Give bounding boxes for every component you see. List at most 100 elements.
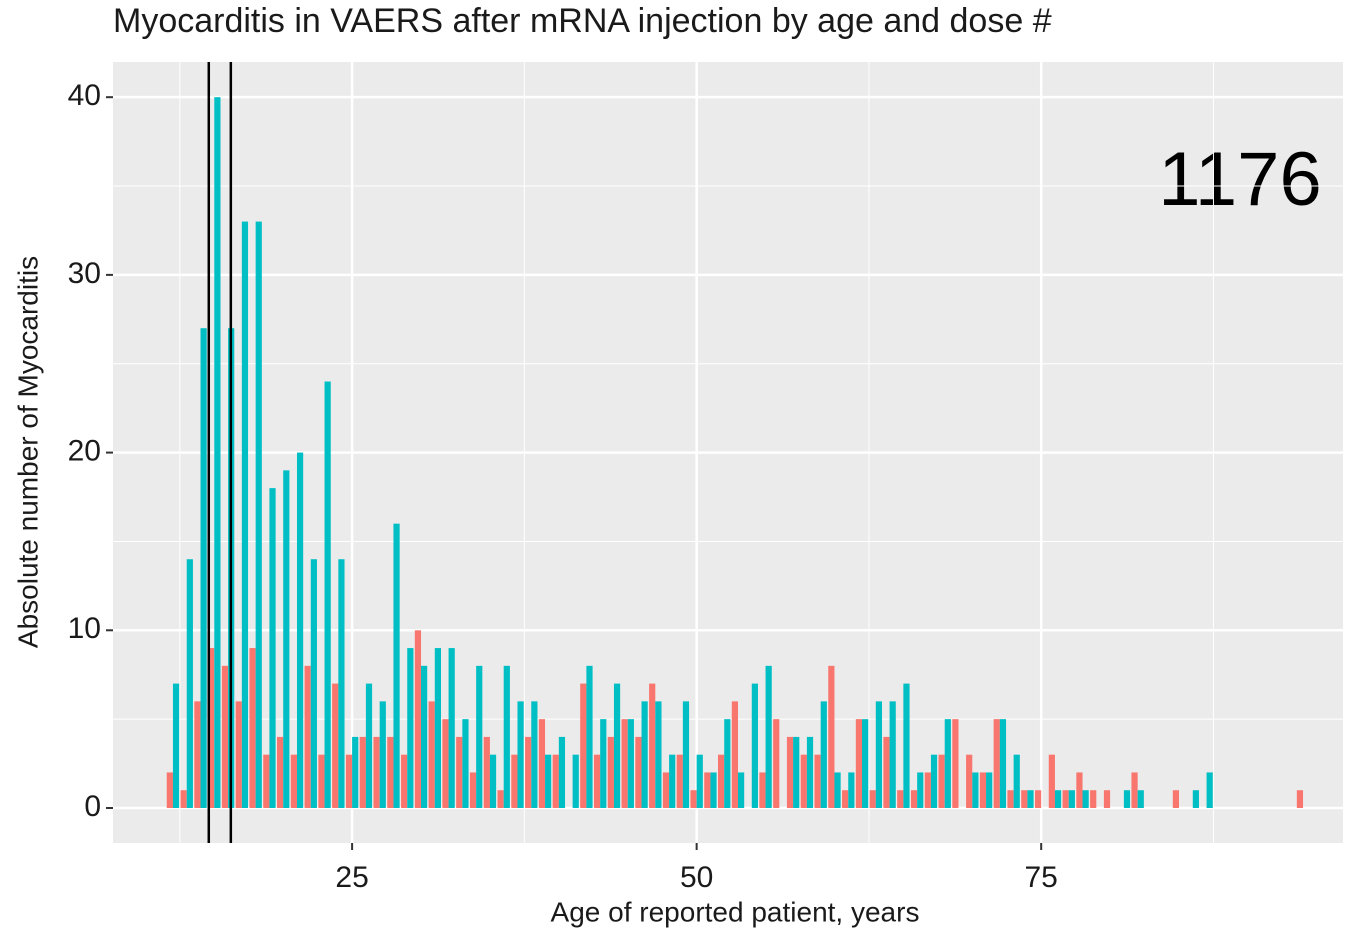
bar (875, 701, 883, 808)
bar (476, 665, 483, 808)
bar (1206, 772, 1213, 808)
bar (324, 381, 331, 808)
bar (883, 736, 890, 808)
bar (283, 470, 290, 808)
bar (828, 665, 835, 808)
bar (511, 754, 518, 808)
bar (1054, 790, 1062, 808)
bar (352, 736, 359, 808)
bar (214, 97, 221, 808)
bar (1034, 790, 1042, 808)
y-tick-label: 10 (68, 612, 101, 645)
bar (414, 630, 422, 808)
bar (986, 772, 993, 808)
bar (862, 719, 869, 808)
bar (786, 736, 794, 808)
bar (249, 648, 256, 808)
bar (186, 559, 193, 808)
bar (682, 701, 690, 808)
bar (1137, 790, 1144, 808)
bar (731, 701, 738, 808)
bar (296, 452, 304, 808)
bar (517, 701, 524, 808)
bar (1172, 790, 1179, 808)
bar (421, 665, 428, 808)
bar (586, 665, 593, 808)
bar (1013, 754, 1020, 808)
bar (241, 221, 249, 808)
bar (365, 683, 373, 808)
x-tick-label: 50 (680, 861, 713, 894)
bar (834, 772, 841, 808)
bar (525, 736, 532, 808)
bar (1021, 790, 1028, 808)
bar (538, 719, 546, 808)
bar (793, 736, 800, 808)
bar (462, 719, 469, 808)
bar (401, 754, 408, 808)
y-tick-label: 20 (68, 435, 101, 468)
bar (255, 221, 262, 808)
bar (1082, 790, 1089, 808)
bar (676, 754, 683, 808)
bar (627, 719, 634, 808)
bar (952, 719, 959, 808)
bar (428, 701, 435, 808)
bar (924, 772, 931, 808)
bar (545, 754, 552, 808)
bar (172, 683, 180, 808)
x-tick-label: 25 (335, 861, 368, 894)
bar (469, 772, 477, 808)
bar (820, 701, 827, 808)
y-axis-label: Absolute number of Myocarditis (12, 256, 43, 648)
bar (999, 719, 1007, 808)
bar (662, 772, 670, 808)
bar (310, 559, 317, 808)
bar (332, 683, 339, 808)
y-tick-label: 30 (68, 257, 101, 290)
bar (1103, 790, 1111, 808)
bar (221, 665, 229, 808)
x-tick-label: 75 (1024, 861, 1057, 894)
bar (690, 790, 697, 808)
bar (649, 683, 656, 808)
bar (359, 736, 366, 808)
bar (593, 754, 601, 808)
bar (208, 648, 215, 808)
bar (1068, 790, 1075, 808)
bar (497, 790, 504, 808)
bar (696, 754, 703, 808)
y-tick-label: 40 (68, 79, 101, 112)
bar (194, 701, 201, 808)
bar (558, 736, 566, 808)
bar (373, 736, 380, 808)
bar (1007, 790, 1014, 808)
bar (897, 790, 904, 808)
x-axis-label: Age of reported patient, years (551, 896, 920, 927)
bar (180, 790, 187, 808)
bar (613, 683, 621, 808)
bar (903, 683, 910, 808)
bar (1131, 772, 1138, 808)
bar (724, 719, 731, 808)
bar (277, 736, 284, 808)
bar (704, 772, 711, 808)
bar (200, 328, 207, 808)
bar (552, 754, 559, 808)
bar (930, 754, 938, 808)
bar (842, 790, 849, 808)
bar (407, 648, 414, 808)
annotation: 1176 (1158, 137, 1321, 222)
bar (765, 665, 772, 808)
bar (166, 772, 173, 808)
bar (263, 754, 270, 808)
bar (938, 754, 945, 808)
bar (889, 701, 896, 808)
bar (718, 754, 725, 808)
bar (1062, 790, 1069, 808)
bar (806, 736, 814, 808)
bar (1048, 754, 1055, 808)
bar (979, 772, 987, 808)
bar (379, 701, 386, 808)
